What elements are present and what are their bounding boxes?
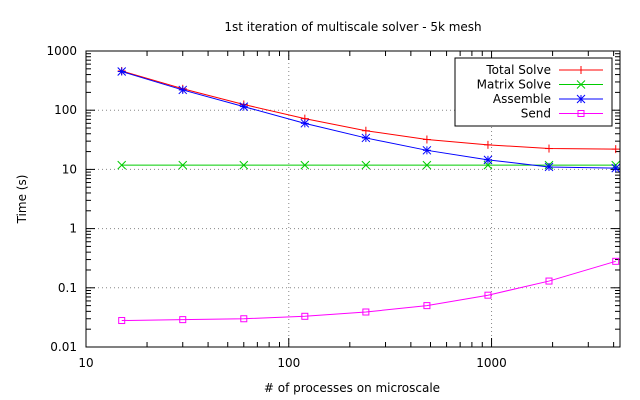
x-tick-label: 100 bbox=[277, 356, 300, 370]
data-point bbox=[361, 160, 371, 170]
data-point bbox=[361, 126, 370, 135]
data-point bbox=[484, 291, 492, 299]
y-tick-label: 0.1 bbox=[58, 281, 77, 295]
y-tick-label: 10 bbox=[62, 162, 77, 176]
data-point bbox=[178, 85, 188, 95]
marker-stroke bbox=[239, 102, 249, 111]
data-point bbox=[612, 257, 620, 265]
marker-stroke bbox=[576, 80, 586, 89]
marker-square bbox=[362, 308, 370, 316]
marker-stroke bbox=[483, 155, 493, 165]
tick-labels: 10 100 1000 0.01 0.1 1 10 100 1000 bbox=[46, 44, 506, 370]
series-line-send bbox=[121, 260, 616, 322]
x-axis-label: # of processes on microscale bbox=[264, 381, 440, 395]
data-point bbox=[179, 316, 187, 324]
marker-stroke bbox=[422, 145, 432, 155]
marker-square bbox=[612, 257, 620, 265]
marker-square bbox=[484, 291, 492, 299]
data-point bbox=[362, 308, 370, 316]
data-point bbox=[117, 67, 127, 76]
x-tick-label: 1000 bbox=[476, 356, 507, 370]
data-point bbox=[422, 145, 432, 155]
y-tick-label: 1000 bbox=[46, 44, 77, 58]
data-point bbox=[422, 160, 432, 170]
data-point bbox=[117, 160, 127, 170]
data-point bbox=[423, 302, 431, 310]
legend-box bbox=[454, 57, 613, 127]
legend-label: Send bbox=[521, 107, 551, 121]
data-point bbox=[301, 312, 309, 320]
series-matrix-solve bbox=[117, 160, 621, 170]
y-tick-label: 100 bbox=[54, 103, 77, 117]
y-axis-label: Time (s) bbox=[15, 175, 29, 225]
data-point bbox=[483, 155, 493, 165]
data-point bbox=[544, 162, 554, 172]
marker-stroke bbox=[361, 160, 371, 170]
data-point bbox=[544, 144, 553, 153]
marker-stroke bbox=[178, 160, 188, 170]
marker-stroke bbox=[611, 163, 621, 173]
data-point bbox=[576, 80, 586, 89]
marker-stroke bbox=[117, 67, 127, 76]
x-tick-label: 10 bbox=[78, 356, 93, 370]
marker-stroke bbox=[544, 162, 554, 172]
y-tick-label: 1 bbox=[69, 222, 77, 236]
marker-square bbox=[118, 317, 126, 325]
data-point bbox=[178, 160, 188, 170]
series-assemble bbox=[117, 67, 621, 173]
legend-label: Matrix Solve bbox=[477, 78, 551, 92]
y-tick-label: 0.01 bbox=[50, 340, 77, 354]
marker-stroke bbox=[576, 94, 586, 104]
data-point bbox=[239, 160, 249, 170]
marker-square bbox=[545, 277, 553, 285]
marker-square bbox=[179, 316, 187, 324]
marker-square bbox=[240, 315, 248, 323]
data-point bbox=[300, 160, 310, 170]
marker-stroke bbox=[178, 85, 188, 95]
data-point bbox=[577, 66, 585, 74]
marker-stroke bbox=[361, 133, 371, 143]
data-point bbox=[611, 145, 620, 154]
marker-stroke bbox=[422, 160, 432, 170]
series-send bbox=[118, 257, 620, 325]
marker-square bbox=[423, 302, 431, 310]
data-point bbox=[576, 94, 586, 104]
series-layer bbox=[117, 66, 621, 325]
data-point bbox=[240, 315, 248, 323]
marker-square bbox=[301, 312, 309, 320]
data-point bbox=[300, 118, 310, 128]
chart-title: 1st iteration of multiscale solver - 5k … bbox=[224, 20, 481, 34]
marker-stroke bbox=[300, 118, 310, 128]
data-point bbox=[361, 133, 371, 143]
data-point bbox=[422, 135, 431, 144]
plot-frame bbox=[85, 50, 621, 348]
data-point bbox=[239, 102, 249, 111]
data-point bbox=[118, 317, 126, 325]
data-point bbox=[577, 110, 585, 117]
data-point bbox=[611, 163, 621, 173]
marker-stroke bbox=[300, 160, 310, 170]
legend-label: Assemble bbox=[493, 92, 551, 106]
data-point bbox=[483, 140, 492, 149]
marker-square bbox=[577, 110, 585, 117]
marker-stroke bbox=[117, 160, 127, 170]
legend-label: Total Solve bbox=[485, 63, 551, 77]
data-point bbox=[545, 277, 553, 285]
marker-stroke bbox=[239, 160, 249, 170]
